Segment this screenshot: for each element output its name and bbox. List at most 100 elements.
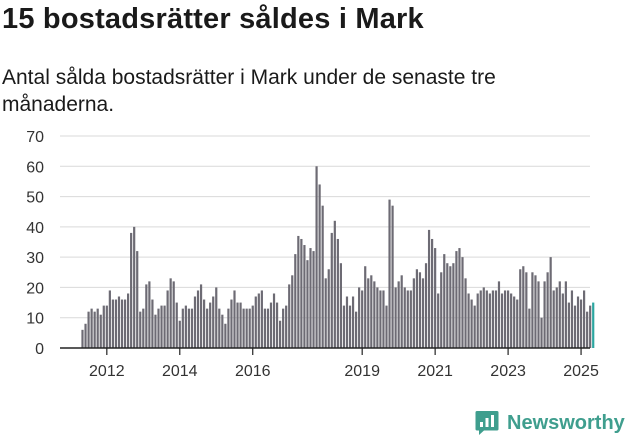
- bar: [534, 275, 537, 348]
- bar: [485, 290, 488, 348]
- bar: [196, 290, 200, 348]
- bar: [306, 260, 309, 348]
- bar: [540, 317, 543, 348]
- bar: [275, 302, 279, 348]
- bar: [221, 314, 224, 348]
- bar: [166, 290, 169, 348]
- bar: [288, 284, 291, 348]
- bar: [473, 305, 476, 348]
- bar: [470, 299, 473, 348]
- bar: [564, 281, 567, 348]
- bar: [561, 293, 564, 348]
- bar: [579, 299, 583, 348]
- bar: [336, 238, 339, 348]
- bar: [516, 299, 519, 348]
- bar: [321, 205, 324, 348]
- bar: [123, 299, 127, 348]
- bar: [139, 311, 142, 348]
- bar: [242, 308, 245, 348]
- bar: [394, 287, 397, 348]
- bar: [154, 314, 157, 348]
- bar: [145, 284, 148, 348]
- bar: [531, 272, 534, 348]
- bar: [418, 272, 422, 348]
- bar: [391, 205, 394, 348]
- bar: [157, 308, 160, 348]
- bar: [382, 290, 385, 348]
- bar: [348, 305, 352, 348]
- bar: [120, 299, 124, 348]
- bar: [513, 296, 516, 348]
- x-tick-label: 2016: [235, 363, 271, 380]
- bar: [266, 308, 270, 348]
- bar: [440, 272, 443, 348]
- bar: [376, 287, 379, 348]
- bar: [549, 257, 552, 348]
- bar: [358, 287, 361, 348]
- bar: [190, 308, 194, 348]
- bar: [230, 299, 233, 348]
- y-tick-label: 50: [26, 190, 44, 207]
- y-tick-label: 40: [26, 220, 44, 237]
- bar: [327, 269, 330, 348]
- bar: [482, 287, 485, 348]
- bar: [370, 275, 373, 348]
- bar: [543, 281, 546, 348]
- bar: [488, 293, 491, 348]
- bar: [351, 296, 355, 348]
- bar: [500, 293, 504, 348]
- bar: [181, 308, 184, 348]
- bar: [148, 281, 151, 348]
- bar: [400, 275, 403, 348]
- bar: [403, 287, 406, 348]
- bar: [215, 287, 218, 348]
- bar: [449, 266, 452, 348]
- bar: [507, 290, 510, 348]
- newsworthy-logo-icon: [475, 411, 499, 435]
- bar: [300, 238, 303, 348]
- bar: [99, 314, 102, 348]
- bar: [224, 323, 227, 348]
- bar: [385, 305, 388, 348]
- bars: [81, 166, 595, 348]
- bar: [206, 308, 209, 348]
- x-tick-label: 2014: [162, 363, 198, 380]
- bar: [245, 308, 248, 348]
- bar: [87, 311, 90, 348]
- chart-title: 15 bostadsrätter såldes i Mark: [2, 3, 424, 35]
- y-tick-label: 10: [26, 311, 44, 328]
- bar: [309, 248, 312, 348]
- bar: [163, 305, 166, 348]
- bar: [133, 226, 136, 348]
- bar: [199, 284, 203, 348]
- y-tick-label: 70: [26, 129, 44, 146]
- bar: [476, 293, 479, 348]
- x-tick-label: 2019: [344, 363, 380, 380]
- bar: [415, 269, 418, 348]
- bar: [479, 290, 482, 348]
- bar: [209, 302, 212, 348]
- bar: [233, 290, 236, 348]
- x-axis-ticks: 2012 2014 2016 2019 2021 2023 2025: [89, 348, 599, 380]
- bar: [114, 299, 118, 348]
- x-tick-label: 2021: [417, 363, 453, 380]
- bar: [297, 235, 300, 348]
- bar: [364, 266, 367, 348]
- bar: [294, 254, 297, 348]
- bar: [184, 305, 187, 348]
- bar: [361, 290, 364, 348]
- y-tick-label: 0: [35, 341, 44, 358]
- bar: [461, 257, 464, 348]
- bar: [254, 296, 257, 348]
- bar: [355, 311, 358, 348]
- grid-lines: [60, 135, 590, 319]
- bar: [497, 281, 501, 348]
- bar: [467, 293, 470, 348]
- bar: [151, 299, 154, 348]
- bar: [570, 290, 574, 348]
- bar: [272, 293, 276, 348]
- x-tick-label: 2023: [490, 363, 526, 380]
- bar: [285, 305, 288, 348]
- bar: [105, 305, 108, 348]
- bar: [203, 299, 206, 348]
